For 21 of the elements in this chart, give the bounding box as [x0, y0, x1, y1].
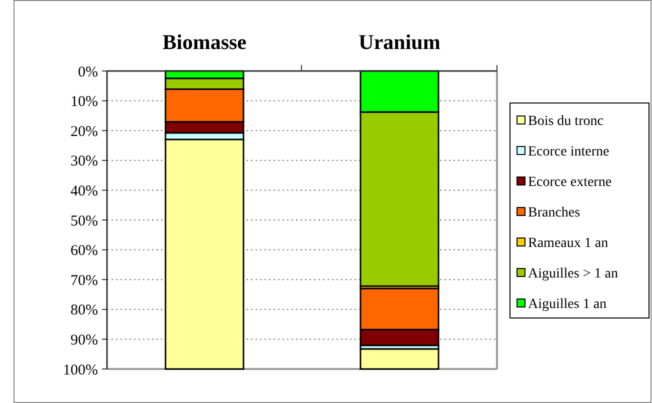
y-tick-label: 80% [70, 302, 98, 319]
y-tick-label: 30% [70, 154, 98, 170]
legend-label: Ecorce externe [528, 174, 612, 190]
x-tick-label: Biomasse [162, 30, 246, 54]
y-tick-label: 70% [70, 272, 98, 289]
y-tick-label: 0% [78, 64, 98, 80]
y-tick-label: 60% [70, 243, 98, 260]
bar [360, 348, 440, 370]
legend-label: Rameaux 1 an [528, 236, 608, 251]
y-tick-label: 50% [70, 213, 98, 230]
y-tick-label: 10% [70, 94, 98, 110]
y-tick-label: 100% [63, 362, 98, 378]
y-tick-label: 20% [70, 124, 98, 140]
legend-label: Bois du tronc [528, 114, 604, 129]
x-tick-label: Uranium [358, 30, 441, 54]
y-tick-label: 90% [70, 332, 98, 348]
legend-label: Ecorce interne [528, 144, 610, 160]
y-tick-label: 40% [70, 183, 98, 200]
legend-label: Aiguilles > 1 an [528, 266, 618, 282]
legend-label: Aiguilles 1 an [528, 296, 607, 312]
legend-label: Branches [528, 205, 580, 220]
